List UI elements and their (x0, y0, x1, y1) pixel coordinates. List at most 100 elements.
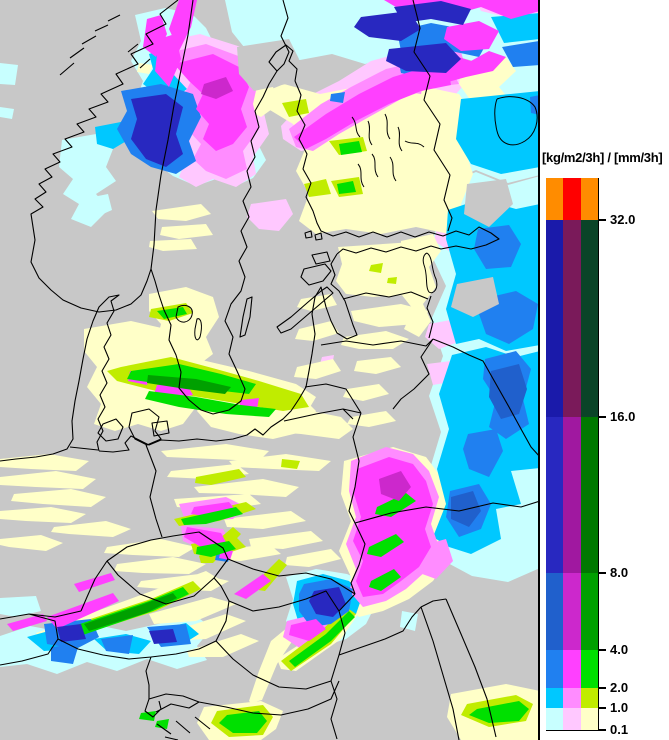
legend-color-cell (563, 650, 581, 688)
legend-segment (546, 178, 598, 220)
precip-area-g1 (0, 454, 131, 551)
legend-color-cell (563, 178, 581, 220)
country-border (228, 590, 340, 612)
precip-area-m1 (247, 199, 293, 231)
lake-outline (494, 96, 538, 146)
legend-color-cell (563, 688, 581, 708)
country-border (304, 230, 323, 241)
country-border (300, 251, 332, 286)
country-border (30, 0, 179, 313)
precip-area-g3 (337, 141, 362, 194)
legend-color-cell (580, 178, 598, 220)
legend-tick-mark (598, 707, 606, 709)
legend-tick-mark (598, 219, 606, 221)
precip-area-g3 (219, 701, 529, 733)
precip-area-c5 (394, 1, 471, 25)
country-border (158, 44, 298, 415)
legend-tick-mark (598, 572, 606, 574)
country-border (97, 418, 124, 442)
legend-tick-label: 4.0 (610, 642, 629, 657)
legend-tick-mark (598, 729, 606, 731)
precip-area-bg (237, 39, 513, 317)
legend-segment (546, 650, 598, 688)
precip-area-m3 (353, 457, 433, 597)
country-border (294, 80, 500, 255)
legend-color-cell (546, 178, 564, 220)
lake-outline (351, 113, 425, 188)
precip-area-g1 (341, 274, 429, 427)
legend-color-cell (546, 708, 564, 730)
legend-color-cell (546, 417, 564, 573)
country-border (0, 610, 82, 666)
legend-segment (546, 417, 598, 573)
legend-tick-label: 8.0 (610, 565, 629, 580)
legend-color-cell (580, 708, 598, 730)
country-border (342, 291, 429, 300)
country-border (151, 420, 170, 437)
legend-color-bar (546, 178, 599, 731)
precip-area-m3 (384, 0, 540, 51)
legend-tick-label: 1.0 (610, 700, 629, 715)
precip-area-g1 (244, 294, 353, 439)
country-border (426, 295, 434, 339)
country-border (227, 558, 356, 595)
country-border (145, 444, 163, 538)
map-canvas (0, 0, 540, 740)
country-border (392, 338, 434, 410)
country-border (276, 0, 290, 72)
country-border (338, 593, 497, 740)
country-border (80, 560, 108, 612)
country-border (348, 412, 362, 524)
country-border (69, 446, 99, 451)
map-frame-edge (538, 0, 540, 740)
country-border (0, 294, 120, 462)
legend-color-cell (580, 650, 598, 688)
precip-area-c5 (131, 94, 183, 167)
precipitation-map (0, 0, 540, 740)
legend-tick-label: 32.0 (610, 212, 636, 227)
country-border (320, 338, 434, 347)
legend-color-cell (546, 688, 564, 708)
legend-color-cell (580, 220, 598, 417)
country-border (432, 338, 540, 458)
legend-color-cell (546, 650, 564, 688)
precip-area-m3 (143, 0, 249, 151)
legend-color-cell (563, 708, 581, 730)
country-border (57, 577, 230, 660)
precip-area-g1 (249, 627, 297, 703)
precip-area-m3 (7, 573, 271, 631)
legend-color-cell (580, 688, 598, 708)
precip-area-m1 (320, 221, 471, 385)
legend-color-cell (580, 573, 598, 650)
lake-outline (422, 252, 438, 294)
precip-area-g1 (149, 204, 213, 251)
legend-title: [kg/m2/3h] / [mm/3h] (542, 150, 663, 165)
legend-tick-label: 16.0 (610, 409, 636, 424)
legend-segment (546, 688, 598, 708)
legend-tick-label: 0.1 (610, 722, 629, 737)
country-border (128, 408, 162, 446)
precip-area-g3 (139, 711, 169, 729)
legend-color-cell (546, 220, 564, 417)
legend-tick-mark (598, 416, 606, 418)
country-border (150, 0, 194, 270)
precip-area-c1 (0, 596, 41, 617)
legend-color-cell (580, 417, 598, 573)
precip-area-g3 (367, 493, 416, 591)
country-border (59, 14, 151, 76)
legend-segment (546, 220, 598, 417)
country-border (198, 680, 340, 740)
country-border (98, 253, 358, 453)
legend-color-cell (546, 573, 564, 650)
country-border (412, 0, 453, 232)
legend-segment (546, 708, 598, 730)
country-border (276, 286, 334, 334)
country-border (239, 296, 253, 338)
precip-area-c5 (57, 624, 177, 644)
precip-area-m3 (289, 619, 326, 641)
country-border (283, 383, 362, 422)
country-border (106, 531, 229, 605)
legend-tick-mark (598, 649, 606, 651)
precip-area-m3 (294, 67, 451, 149)
